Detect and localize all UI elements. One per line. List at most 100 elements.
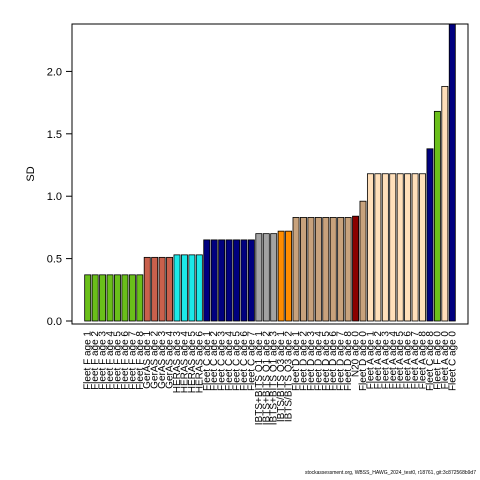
bar (225, 239, 233, 322)
bar (329, 217, 337, 322)
bar (389, 173, 397, 322)
bar (366, 173, 374, 322)
x-tick-label: GerAS age 1 (142, 331, 153, 389)
bar (352, 215, 360, 322)
bar (404, 173, 412, 322)
bar (210, 239, 218, 322)
bar (247, 239, 255, 322)
bar (166, 256, 174, 322)
bar (151, 256, 159, 322)
x-tick-label: Fleet A age 6 (403, 331, 414, 390)
bar (433, 110, 441, 322)
bar (337, 217, 345, 322)
x-tick-label: N20 age 0 (351, 331, 362, 378)
x-tick-label: Fleet D age 3 (306, 331, 317, 391)
bar (114, 274, 121, 322)
x-tick-label: Fleet D age 7 (336, 331, 347, 391)
x-tick-label: Fleet C age 3 (217, 331, 228, 391)
x-tick-label: HERAS age 4 (179, 331, 190, 394)
bar (91, 274, 99, 322)
x-tick-label: Fleet A age 0 (440, 331, 451, 390)
x-tick-label: IBTS/BITS Q3 age 2 (284, 331, 295, 423)
y-tick-label: 0.5 (47, 254, 62, 266)
y-tick-label: 2.0 (47, 66, 62, 78)
bar (262, 233, 270, 322)
x-tick-label: Fleet C age 0 (447, 331, 458, 391)
bar (218, 239, 226, 322)
x-tick-label: Fleet A age 5 (395, 331, 406, 390)
bar (381, 173, 389, 322)
bar (203, 239, 211, 322)
bar (292, 217, 300, 322)
bar (359, 200, 367, 322)
x-tick-label: Fleet A age 4 (388, 331, 399, 390)
x-tick-label: Fleet D age 6 (328, 331, 339, 391)
x-tick-label: GerAS age 3 (157, 331, 168, 389)
x-tick-label: Fleet C age 7 (246, 331, 257, 391)
bar (277, 230, 285, 322)
bar (99, 274, 107, 322)
bar (240, 239, 248, 322)
x-tick-label: IBTS+BITS Q1 age 3 (269, 331, 280, 426)
bar (195, 254, 203, 322)
x-tick-label: Fleet C age 1 (202, 331, 213, 391)
x-tick-label: GerAS age 2 (150, 331, 161, 389)
bar (180, 254, 188, 322)
x-tick-label: Fleet C age 5 (232, 331, 243, 391)
x-tick-label: Fleet D age 0 (358, 331, 369, 391)
bar (322, 217, 330, 322)
y-axis: 0.0 0.5 1.0 1.5 2.0 (47, 66, 72, 328)
bar (419, 173, 426, 322)
bar (158, 256, 166, 322)
x-tick-label: Fleet D age 4 (313, 331, 324, 391)
footnote: stockassessment.org, WBSS_HAWG_2024_test… (304, 470, 476, 476)
bar (344, 217, 352, 322)
x-tick-label: Fleet D age 2 (298, 331, 309, 391)
x-tick-label: Fleet F age 1 (83, 331, 94, 390)
y-tick-label: 1.5 (47, 129, 62, 141)
bar (411, 173, 419, 322)
plot-frame (71, 23, 469, 325)
x-tick-label: Fleet D age 8 (343, 331, 354, 391)
bar (426, 148, 434, 322)
bars-group (84, 23, 456, 322)
x-tick-label: Fleet C age 6 (239, 331, 250, 391)
x-tick-label: Fleet A age 3 (380, 331, 391, 390)
bar (270, 233, 278, 322)
x-tick-label: Fleet F age 4 (105, 331, 116, 390)
x-tick-label: IBTS+BITS Q1 age 2 (261, 331, 272, 426)
x-tick-label: Fleet F age 6 (120, 331, 131, 390)
bar (233, 239, 240, 322)
x-tick-label: HERAS age 5 (187, 331, 198, 394)
x-tick-label: Fleet A age 1 (365, 331, 376, 390)
y-axis-label: SD (25, 166, 37, 181)
x-tick-label: Fleet C age 4 (224, 331, 235, 391)
bar (307, 217, 315, 322)
x-tick-label: HERAS age 3 (172, 331, 183, 394)
x-tick-label: HERAS age 6 (194, 331, 205, 394)
x-tick-label: IBTS+BITS Q1 age 1 (254, 331, 265, 426)
x-tick-label: Fleet F age 2 (90, 331, 101, 390)
x-tick-label: IBTS/BITS Q3 age 1 (276, 331, 287, 423)
bar (188, 254, 196, 322)
bar (285, 230, 293, 322)
x-tick-label: Fleet A age 8 (418, 331, 429, 390)
bar (441, 85, 449, 322)
bar (448, 23, 456, 322)
bar (374, 173, 382, 322)
bar (300, 217, 307, 322)
bar (84, 274, 92, 322)
x-tick-label: Fleet A age 2 (373, 331, 384, 390)
bar (143, 256, 151, 322)
y-tick-label: 1.0 (47, 191, 62, 203)
x-tick-label: Fleet F age 8 (135, 331, 146, 390)
y-tick-label: 0.0 (47, 316, 62, 328)
x-tick-label: Fleet C age 2 (209, 331, 220, 391)
x-tick-label: Fleet F age 7 (127, 331, 138, 390)
bar (396, 173, 404, 322)
bar (314, 217, 322, 322)
x-tick-label: Fleet F age 3 (98, 331, 109, 390)
bar (128, 274, 136, 322)
bar (173, 254, 181, 322)
